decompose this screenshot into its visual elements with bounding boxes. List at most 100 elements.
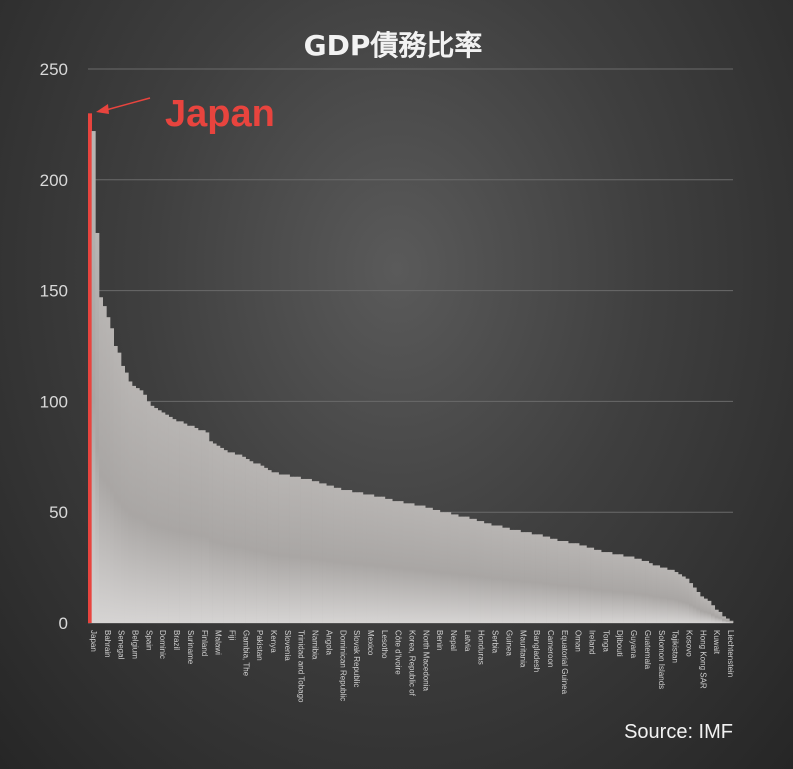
bar (381, 496, 386, 623)
bar (260, 465, 265, 623)
chart-title: GDP債務比率 (304, 29, 483, 62)
bar (164, 414, 169, 623)
bar (91, 131, 96, 624)
bar (421, 505, 426, 623)
x-tick-label: Tonga (601, 630, 610, 652)
bar (586, 547, 591, 623)
bar (344, 490, 349, 623)
x-tick-label: Kuwait (712, 630, 721, 655)
bar (619, 554, 624, 623)
bar (414, 505, 419, 623)
bar (681, 576, 686, 623)
bar (571, 543, 576, 623)
bar (109, 328, 114, 623)
bar (623, 556, 628, 623)
bar (648, 563, 653, 623)
bar (425, 507, 430, 623)
y-tick-label: 100 (40, 392, 68, 411)
bar (612, 554, 617, 623)
x-tick-label: Japan (89, 630, 98, 652)
bar (472, 518, 477, 623)
bar (234, 454, 239, 623)
bar (505, 527, 510, 623)
annotation-arrow (105, 97, 151, 111)
bar (722, 616, 727, 623)
bar (502, 527, 507, 623)
bar (135, 388, 140, 623)
bar (245, 459, 250, 623)
bar (377, 496, 382, 623)
bar (351, 492, 356, 623)
bar (674, 572, 679, 623)
bar (465, 516, 470, 623)
x-tick-label: Serbia (491, 630, 500, 654)
bar (212, 443, 217, 623)
bar (384, 498, 389, 623)
bar (183, 423, 188, 623)
bar (267, 470, 272, 623)
y-tick-label: 50 (49, 503, 68, 522)
x-tick-label: Kosovo (685, 630, 694, 657)
bar (436, 509, 441, 623)
bar (142, 394, 147, 623)
bar (564, 541, 569, 623)
bar (406, 503, 411, 623)
bar (318, 483, 323, 623)
bar (223, 450, 228, 623)
bar (194, 427, 199, 623)
bar (230, 452, 235, 623)
bar (535, 534, 540, 623)
y-tick-label: 250 (40, 60, 68, 79)
bar (527, 532, 532, 623)
bar (219, 447, 224, 623)
x-tick-label: Lesotho (380, 630, 389, 659)
x-tick-label: Guinea (504, 630, 513, 656)
bar (480, 521, 485, 623)
x-tick-label: Korea, Republic of (408, 630, 417, 697)
bar (337, 487, 342, 623)
bar (106, 317, 111, 623)
bar (542, 536, 547, 623)
x-tick-label: Tajikistan (671, 630, 680, 663)
bar (373, 496, 378, 623)
bar (271, 472, 276, 623)
bar (700, 596, 705, 623)
bar (531, 534, 536, 623)
bar (333, 487, 338, 623)
bar (454, 514, 459, 623)
bar (637, 558, 642, 623)
bar (150, 405, 155, 623)
bar (296, 476, 301, 623)
bar (95, 232, 100, 624)
bar (513, 529, 518, 623)
bar (560, 541, 565, 623)
bar (98, 297, 103, 623)
bar (483, 523, 488, 623)
x-tick-label: Djibouti (615, 630, 624, 657)
bar (579, 545, 584, 623)
bar (289, 476, 294, 623)
x-tick-label: Angola (324, 630, 333, 655)
x-tick-label: Bangladesh (532, 630, 541, 672)
bar (432, 509, 437, 623)
bar (428, 507, 433, 623)
x-tick-label: Ireland (588, 630, 597, 654)
bar (663, 567, 668, 623)
bar (659, 567, 664, 623)
bar (450, 514, 455, 623)
x-tick-label: Benin (435, 630, 444, 650)
bar (590, 547, 595, 623)
bar (348, 490, 353, 623)
bar (461, 516, 466, 623)
bar (392, 501, 397, 623)
bar (315, 481, 320, 623)
bar (216, 445, 221, 623)
bar (557, 541, 562, 623)
bar (326, 485, 331, 623)
bar (300, 478, 305, 623)
x-tick-label: Finland (200, 630, 209, 656)
y-tick-label: 200 (40, 171, 68, 190)
bar (186, 425, 191, 623)
bar (458, 516, 463, 623)
bar (322, 483, 327, 623)
